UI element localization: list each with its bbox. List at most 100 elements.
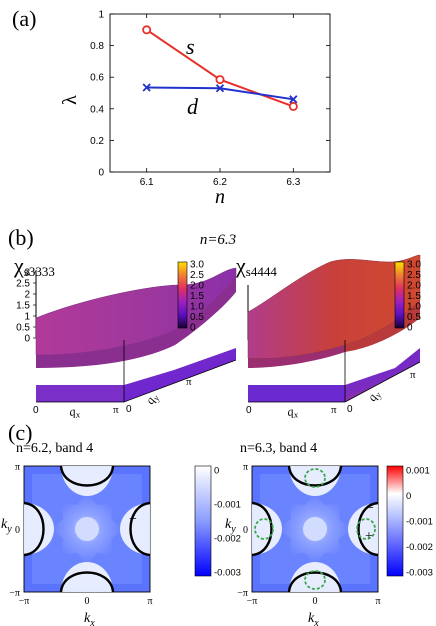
fermi-arc-top	[287, 465, 343, 487]
green-contour-bottom	[304, 570, 326, 590]
colorbar-tick-label: 0	[214, 466, 219, 477]
colorbar-tick-label: -0.001	[214, 500, 241, 511]
panel-c-title-right: n=6.3, band 4	[240, 441, 317, 456]
bz-map-right: π 0 −π−π 0 π	[237, 462, 380, 607]
colorbar-tick-label: 2.5	[190, 270, 204, 281]
panel-b-label: (b)	[8, 225, 34, 250]
panel-c-title-left: n=6.2, band 4	[16, 441, 93, 456]
y-tick-label: 0.4	[90, 104, 104, 115]
pocket-bottom	[61, 562, 113, 592]
panel-a-chart: 0 0.2 0.4 0.6 0.8 1 6.1 6.2 6.3 n λ s d	[59, 10, 331, 208]
ky-label-left: ky	[1, 517, 12, 535]
x-tick-label: 6.1	[140, 177, 154, 188]
colorbar-tick-label: 0.5	[190, 312, 204, 323]
green-contour-top	[304, 468, 326, 488]
colorbar-tick-label: 0.001	[406, 466, 430, 477]
pocket-bottom	[289, 562, 341, 592]
colorbar-tick-label: 1.0	[190, 302, 204, 313]
colorbar-c-ticks-left: 0 -0.001 -0.002 -0.003	[214, 466, 241, 579]
fermi-arc-right	[129, 501, 151, 557]
ky-label-right: ky	[225, 517, 236, 535]
z-tick-label: 2	[24, 290, 30, 301]
colorbar-tick-label: 1.5	[407, 291, 421, 302]
y-tick-label: 1	[98, 10, 104, 21]
x-tick-label: −π	[19, 596, 30, 607]
plus-mark-right: +	[365, 529, 373, 544]
panel-a-label: (a)	[12, 6, 36, 31]
colorbar-tick-label: 2.5	[407, 270, 421, 281]
bz-center-core	[75, 517, 99, 541]
colorbar-tick-label: 2.0	[190, 281, 204, 292]
z-tick-label: 1	[24, 312, 30, 323]
colorbar-tick-label: 1.5	[190, 291, 204, 302]
green-contour-right	[356, 518, 376, 540]
plot-frame	[109, 13, 331, 173]
panel-b-title: n=6.3	[200, 232, 236, 248]
minus-mark-left: −	[129, 512, 137, 527]
qx-tick-pi-left: π	[113, 404, 119, 416]
bz-center-core	[303, 517, 327, 541]
colorbar-ticks-right: 3.02.52.01.51.00.50	[407, 260, 421, 334]
surface-right	[247, 254, 421, 359]
x-tick-label: 0	[85, 596, 90, 607]
fermi-arc-right	[357, 501, 379, 557]
y-tick-label: π	[15, 462, 20, 473]
qy-tick-0-left: 0	[126, 404, 132, 415]
z-axis-ticks-left: 32.521.510.50	[16, 268, 36, 345]
z-tick-label: 0	[24, 334, 30, 345]
colorbar-tick-label: 3.0	[407, 260, 421, 271]
z-tick-label: 0.5	[16, 323, 30, 334]
point-s	[215, 75, 225, 85]
colorbar-ticks-left: 3.02.52.01.51.00.50	[190, 260, 204, 334]
panel-c-label: (c)	[8, 420, 32, 445]
y-tick-label: 0.6	[90, 73, 104, 84]
series-label-s: s	[186, 34, 195, 59]
colorbar-tick-label: -0.002	[406, 542, 433, 553]
colorbar-tick-label: -0.002	[214, 534, 241, 545]
x-tick-label: 6.3	[286, 177, 300, 188]
colorbar-tick-label: -0.003	[406, 568, 433, 579]
fermi-arc-top	[59, 465, 115, 487]
fermi-arc-bottom	[287, 571, 343, 593]
x-tick-label: 6.2	[213, 177, 227, 188]
point-d	[142, 83, 151, 92]
kx-label-left: kx	[84, 611, 95, 626]
colorbar-right	[394, 261, 405, 329]
pocket-right	[348, 503, 378, 555]
x-tick-label: 0	[313, 596, 318, 607]
x-tick-label: −π	[247, 596, 258, 607]
chi-label-left: χs3333	[13, 253, 55, 279]
x-axis-label: n	[215, 186, 225, 208]
panel-c-plot-left: n=6.2, band 4 π 0 −π−π 0 π 0 -0.001 -0.002 -0.0…	[1, 441, 241, 626]
colorbar-tick-label: 0	[406, 491, 411, 502]
colorbar-tick-label: 0.5	[407, 312, 421, 323]
colorbar-c-left	[194, 465, 212, 577]
y-axis-label: λ	[59, 95, 81, 105]
colorbar-tick-label: 3.0	[190, 260, 204, 271]
series-label-d: d	[187, 94, 199, 119]
z-tick-label: 1.5	[16, 301, 30, 312]
pocket-top	[61, 466, 113, 496]
colorbar-tick-label: -0.001	[406, 517, 433, 528]
qy-tick-pi-right: π	[410, 369, 416, 381]
colorbar-tick-label: 1.0	[407, 302, 421, 313]
pocket-top	[289, 466, 341, 496]
minus-mark-right: −	[366, 501, 374, 516]
panel-b-plot-right: χs4444 3.02.52.01.51.00.50 0 π qx 0 π qy	[235, 253, 421, 420]
chi-label-right: χs4444	[235, 253, 277, 279]
fermi-arc-left	[251, 501, 273, 557]
y-tick-label: 0.2	[90, 136, 104, 147]
colorbar-c-ticks-right: 0.001 0 -0.001 -0.002 -0.003	[406, 466, 433, 579]
colorbar-tick-label: -0.003	[214, 568, 241, 579]
bz-map-left: π 0 −π−π 0 π	[9, 462, 152, 607]
y-tick-label: 0	[15, 525, 20, 536]
y-tick-label: 0	[98, 168, 104, 179]
colorbar-tick-label: 2.0	[407, 281, 421, 292]
x-tick-label: π	[375, 596, 380, 607]
z-tick-label: 2.5	[16, 279, 30, 290]
point-d	[215, 84, 225, 93]
colorbar-tick-label: 0	[190, 323, 196, 334]
pocket-left	[24, 503, 54, 555]
green-contour-left	[254, 518, 274, 540]
